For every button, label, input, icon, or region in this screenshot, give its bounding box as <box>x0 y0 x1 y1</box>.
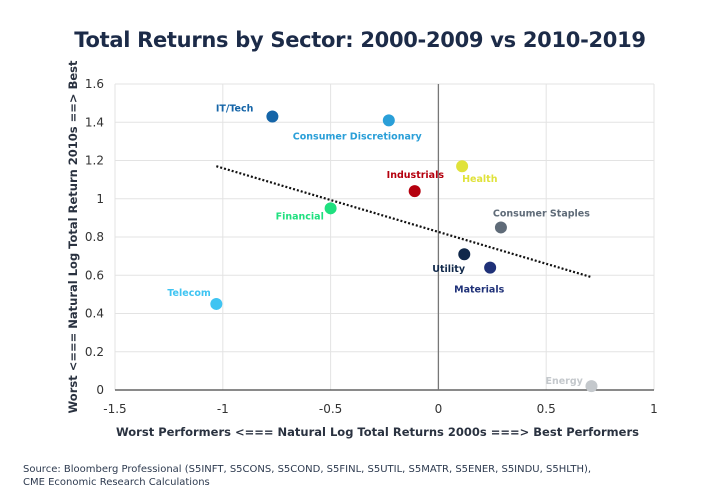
x-tick-label: 1 <box>650 402 658 416</box>
source-line-2: CME Economic Research Calculations <box>23 477 210 488</box>
axes <box>115 84 654 391</box>
point-consumer-discretionary <box>382 114 395 127</box>
source-note: Source: Bloomberg Professional (S5INFT, … <box>23 463 591 489</box>
point-materials <box>484 261 497 274</box>
point-consumer-staples <box>494 221 507 234</box>
y-axis-label: Worst <=== Natural Log Total Return 2010… <box>66 60 80 413</box>
x-tick-label: -1 <box>217 402 229 416</box>
label-it-tech: IT/Tech <box>216 104 254 115</box>
x-tick-label: 0.5 <box>537 402 556 416</box>
label-industrials: Industrials <box>387 170 445 181</box>
point-financial <box>324 202 337 215</box>
data-points: IT/Tech Consumer Discretionary Industrials… <box>167 104 598 393</box>
y-tick-label: 1.2 <box>85 154 104 168</box>
point-it-tech <box>266 110 279 123</box>
y-tick-label: 0.8 <box>85 230 104 244</box>
y-tick-label: 1 <box>96 192 104 206</box>
point-health <box>456 160 469 173</box>
x-tick-label: -0.5 <box>319 402 342 416</box>
tick-labels: -1.5 -1 -0.5 0 0.5 1 0 0.2 0.4 0.6 0.8 1 1.2 1.4 1.6 <box>85 77 658 416</box>
point-utility <box>458 248 471 261</box>
x-tick-label: 0 <box>435 402 443 416</box>
point-telecom <box>210 297 223 310</box>
label-energy: Energy <box>545 376 583 387</box>
y-tick-label: 0.4 <box>85 307 104 321</box>
label-consumer-staples: Consumer Staples <box>493 208 590 219</box>
grid-lines <box>114 83 655 390</box>
label-financial: Financial <box>276 211 324 222</box>
y-tick-label: 1.4 <box>85 115 104 129</box>
chart-title: Total Returns by Sector: 2000-2009 vs 20… <box>74 28 646 52</box>
y-tick-label: 0.2 <box>85 345 104 359</box>
label-consumer-discretionary: Consumer Discretionary <box>293 131 423 142</box>
label-materials: Materials <box>454 285 504 296</box>
y-tick-label: 0.6 <box>85 268 104 282</box>
source-line-1: Source: Bloomberg Professional (S5INFT, … <box>23 464 592 475</box>
trendline <box>216 165 592 279</box>
point-industrials <box>408 185 421 198</box>
y-tick-label: 1.6 <box>85 77 104 91</box>
label-utility: Utility <box>432 264 466 275</box>
x-tick-label: -1.5 <box>103 402 126 416</box>
x-axis-label: Worst Performers <=== Natural Log Total … <box>116 425 639 439</box>
point-energy <box>585 380 598 393</box>
y-tick-label: 0 <box>96 383 104 397</box>
label-health: Health <box>462 174 498 185</box>
trendline-group <box>216 165 592 279</box>
label-telecom: Telecom <box>167 288 211 299</box>
